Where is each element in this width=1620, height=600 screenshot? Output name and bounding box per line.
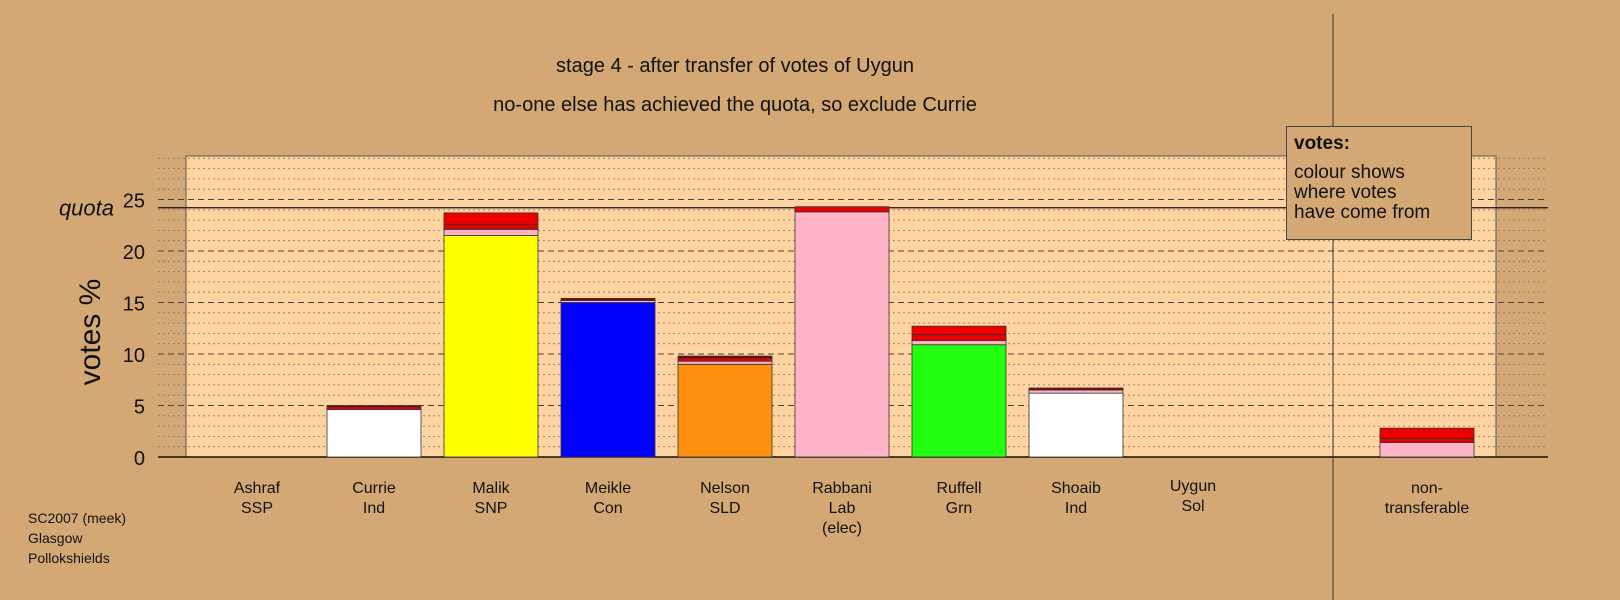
bar xyxy=(443,212,539,458)
bar xyxy=(326,405,422,458)
legend-line: colour shows xyxy=(1294,162,1405,183)
x-label-party: Grn xyxy=(946,500,973,517)
x-label-extra: (elec) xyxy=(822,520,862,537)
bar-segment xyxy=(794,206,890,213)
x-label-party: SLD xyxy=(709,500,740,517)
x-label-party: SNP xyxy=(475,500,508,517)
bar xyxy=(1028,387,1124,458)
footer-line: Pollokshields xyxy=(28,550,110,566)
bar-segment xyxy=(1028,389,1124,394)
bar-segment xyxy=(326,409,422,458)
y-tick-label: 15 xyxy=(123,294,145,316)
bar-segment xyxy=(1379,427,1475,439)
bar-segment xyxy=(560,297,656,301)
bar-segment xyxy=(443,235,539,458)
y-tick-label: 10 xyxy=(123,345,145,367)
footer-line: Glasgow xyxy=(28,530,83,546)
chart-subtitle: no-one else has achieved the quota, so e… xyxy=(493,94,977,116)
x-label-name: Ruffell xyxy=(936,480,981,497)
bar-segment xyxy=(1379,438,1475,443)
bar xyxy=(677,355,773,458)
x-label-name: Meikle xyxy=(585,480,631,497)
x-label-party: Lab xyxy=(829,500,856,517)
bar-segment xyxy=(560,302,656,458)
bar-segment xyxy=(1379,442,1475,458)
x-label-name: Currie xyxy=(352,480,396,497)
bar-segment xyxy=(443,228,539,236)
x-label-name: Rabbani xyxy=(812,480,872,497)
x-label-name: non- xyxy=(1411,480,1443,497)
bar-segment xyxy=(677,355,773,359)
bar-segment xyxy=(443,223,539,230)
bar-segment xyxy=(677,360,773,365)
legend-line: where votes xyxy=(1294,182,1397,203)
bar-segment xyxy=(677,363,773,458)
footer-note: SC2007 (meek) Glasgow Pollokshields xyxy=(28,508,126,568)
x-label-name: Uygun xyxy=(1170,478,1216,495)
footer-line: SC2007 (meek) xyxy=(28,510,127,526)
chart-title: stage 4 - after transfer of votes of Uyg… xyxy=(556,55,914,77)
y-tick-label: 0 xyxy=(134,448,145,470)
quota-label: quota xyxy=(59,196,114,221)
x-label-name: Shoaib xyxy=(1051,480,1101,497)
bar-segment xyxy=(1028,387,1124,391)
bar xyxy=(560,297,656,458)
bar-segment xyxy=(911,340,1007,346)
bar-segment xyxy=(326,405,422,408)
x-label-name: Malik xyxy=(472,480,510,497)
x-label-party: Ind xyxy=(1065,500,1087,517)
x-label-party: transferable xyxy=(1385,500,1470,517)
legend-title: votes: xyxy=(1294,133,1350,154)
bar-segment xyxy=(677,357,773,362)
y-tick-label: 25 xyxy=(123,191,145,213)
y-tick-label: 5 xyxy=(134,397,145,419)
y-tick-label: 20 xyxy=(123,242,145,264)
y-ticks: 0 5 10 15 20 25 xyxy=(123,191,145,471)
x-label-name: Ashraf xyxy=(234,480,281,497)
legend: votes: colour shows where votes have com… xyxy=(1286,126,1472,240)
x-label-party: Con xyxy=(593,500,622,517)
bar-segment xyxy=(911,344,1007,458)
bar-segment xyxy=(794,211,890,458)
x-label-name: Nelson xyxy=(700,480,750,497)
bar xyxy=(1379,427,1475,458)
bar-segment xyxy=(911,325,1007,335)
x-label-party: Ind xyxy=(363,500,385,517)
x-labels: Ashraf SSP Currie Ind Malik SNP Meikle Con Nelso… xyxy=(234,478,1469,537)
x-label-party: Sol xyxy=(1181,498,1204,515)
bar-segment xyxy=(443,212,539,225)
bar xyxy=(794,206,890,458)
bar-segment xyxy=(911,334,1007,342)
y-axis-label: votes % xyxy=(74,279,107,386)
x-label-party: SSP xyxy=(241,500,273,517)
bars xyxy=(326,206,1475,458)
bar-segment xyxy=(1028,392,1124,458)
legend-line: have come from xyxy=(1294,202,1431,223)
bar xyxy=(911,325,1007,458)
